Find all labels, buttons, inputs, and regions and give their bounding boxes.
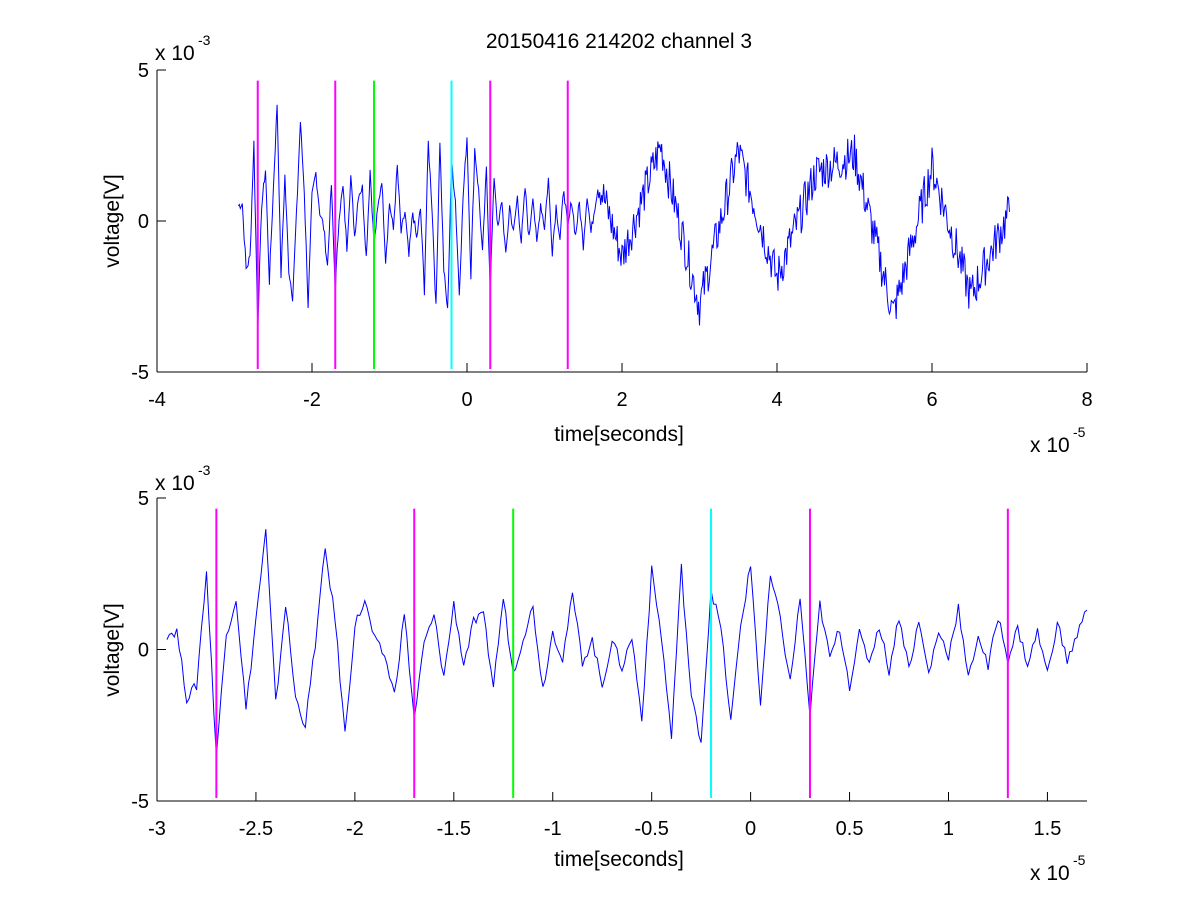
top-panel: -4 -2 0 2 4 6 8 -5 0 5 time[seconds] voltage[V] x… bbox=[101, 32, 1093, 457]
top-x-tick-label: -2 bbox=[303, 389, 321, 411]
top-y-tick-label: -5 bbox=[131, 362, 149, 384]
bottom-x-exponent-power: -5 bbox=[1073, 852, 1086, 868]
bottom-panel-axes: -3 -2.5 -2 -1.5 -1 -0.5 0 0.5 1 1.5 -5 0 5 bbox=[131, 488, 1087, 840]
top-panel-marks bbox=[237, 80, 1010, 369]
top-x-tick-label: 4 bbox=[771, 389, 782, 411]
bottom-x-tick-label: 0.5 bbox=[836, 818, 864, 840]
bottom-x-tick-label: -2 bbox=[346, 818, 364, 840]
bottom-y-tick-label: -5 bbox=[131, 791, 149, 813]
top-x-exponent-base: x 10 bbox=[1030, 434, 1070, 457]
bottom-x-tick-label: -1 bbox=[544, 818, 562, 840]
top-x-axis-label: time[seconds] bbox=[554, 423, 684, 446]
chart-title: 20150416 214202 channel 3 bbox=[486, 30, 752, 53]
bottom-x-tick-label: -2.5 bbox=[239, 818, 273, 840]
top-x-exponent: x 10 -5 bbox=[1030, 424, 1086, 457]
bottom-y-exponent-base: x 10 bbox=[155, 472, 195, 495]
top-panel-axes: -4 -2 0 2 4 6 8 -5 0 5 bbox=[131, 60, 1092, 411]
bottom-x-tick-label: -0.5 bbox=[634, 818, 668, 840]
top-y-exponent-power: -3 bbox=[198, 32, 211, 48]
bottom-panel-marks bbox=[166, 508, 1088, 798]
bottom-x-exponent: x 10 -5 bbox=[1030, 852, 1086, 885]
bottom-x-tick-label: 1 bbox=[943, 818, 954, 840]
bottom-panel: -3 -2.5 -2 -1.5 -1 -0.5 0 0.5 1 1.5 -5 0 5 time[seco… bbox=[101, 462, 1088, 885]
bottom-y-tick-label: 5 bbox=[138, 488, 149, 510]
top-y-exponent-base: x 10 bbox=[155, 42, 195, 65]
bottom-x-tick-label: -3 bbox=[148, 818, 166, 840]
bottom-x-tick-label: 0 bbox=[745, 818, 756, 840]
top-x-tick-label: 0 bbox=[461, 389, 472, 411]
bottom-x-tick-label: 1.5 bbox=[1034, 818, 1062, 840]
top-x-exponent-power: -5 bbox=[1073, 424, 1086, 440]
bottom-y-exponent: x 10 -3 bbox=[155, 462, 211, 495]
bottom-y-tick-label: 0 bbox=[138, 640, 149, 662]
top-x-tick-label: 8 bbox=[1081, 389, 1092, 411]
bottom-signal-line bbox=[166, 529, 1088, 756]
top-x-tick-label: 2 bbox=[616, 389, 627, 411]
top-y-tick-label: 5 bbox=[138, 60, 149, 82]
bottom-y-exponent-power: -3 bbox=[198, 462, 211, 478]
bottom-x-tick-label: -1.5 bbox=[437, 818, 471, 840]
bottom-y-axis-label: voltage[V] bbox=[101, 603, 124, 696]
bottom-x-exponent-base: x 10 bbox=[1030, 862, 1070, 885]
top-signal-line bbox=[237, 104, 1010, 331]
top-y-exponent: x 10 -3 bbox=[155, 32, 211, 65]
top-x-tick-label: 6 bbox=[926, 389, 937, 411]
top-y-axis-label: voltage[V] bbox=[101, 174, 124, 267]
bottom-x-axis-label: time[seconds] bbox=[554, 848, 684, 871]
top-y-tick-label: 0 bbox=[138, 211, 149, 233]
top-x-tick-label: -4 bbox=[148, 389, 166, 411]
